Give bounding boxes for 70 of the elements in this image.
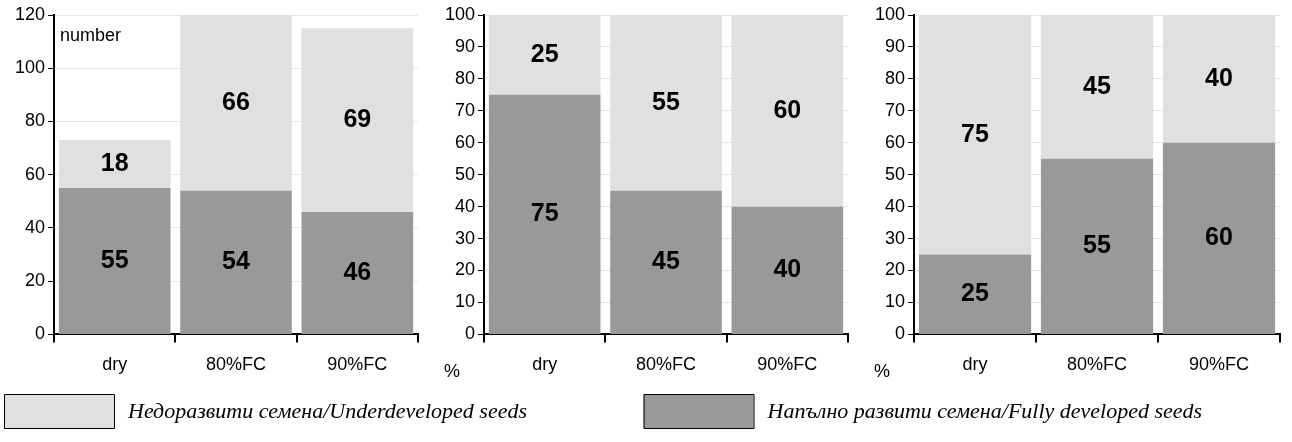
data-label: 45	[652, 246, 681, 275]
y-tick-label: 20	[455, 259, 476, 280]
x-tick-label: dry	[102, 354, 128, 375]
y-tick-label: 10	[885, 291, 906, 312]
bar	[488, 94, 601, 334]
bar	[610, 190, 722, 334]
data-label: 25	[530, 38, 559, 67]
y-tick-label: 40	[25, 216, 46, 237]
y-tick-label: 20	[885, 259, 906, 280]
y-tick-label: 80	[455, 67, 476, 88]
y-tick-label: 90	[455, 35, 476, 56]
legend-label: Напълно развити семена/Fully developed seeds	[766, 397, 1203, 423]
y-tick-label: 20	[25, 270, 46, 291]
bar	[731, 206, 844, 334]
y-tick-label: 80	[885, 67, 906, 88]
y-tick-label: 30	[885, 227, 906, 248]
data-label: 40	[773, 254, 802, 283]
x-tick-label: 90%FC	[1188, 354, 1250, 375]
y-tick-label: 70	[885, 99, 906, 120]
legend-label: Недоразвити семена/Underdeveloped seeds	[127, 397, 527, 423]
bar	[1040, 158, 1154, 334]
x-tick-label: 90%FC	[757, 354, 818, 375]
data-label: 25	[961, 278, 990, 307]
x-tick-label: 80%FC	[636, 354, 697, 375]
data-label: 54	[222, 246, 251, 275]
y-tick-label: 10	[455, 291, 476, 312]
y-tick-label: 50	[885, 163, 906, 184]
y-axis-title: %	[443, 360, 461, 381]
x-tick-label: 80%FC	[206, 354, 267, 375]
y-tick-label: 100	[874, 3, 906, 24]
x-tick-label: dry	[532, 354, 558, 375]
y-tick-label: 120	[14, 3, 46, 24]
data-label: 60	[1205, 222, 1233, 251]
y-tick-label: 40	[455, 195, 476, 216]
y-tick-label: 100	[444, 3, 476, 24]
y-tick-label: 0	[35, 323, 46, 344]
bar	[180, 190, 292, 334]
bar	[1162, 142, 1276, 334]
y-tick-label: 60	[455, 131, 476, 152]
data-label: 46	[343, 256, 372, 285]
bar	[301, 211, 414, 334]
y-tick-label: 70	[455, 99, 476, 120]
y-tick-label: 40	[885, 195, 906, 216]
data-label: 66	[222, 86, 250, 115]
y-tick-label: 50	[455, 163, 476, 184]
y-tick-label: 100	[14, 57, 46, 78]
y-tick-label: 30	[455, 227, 476, 248]
y-tick-label: 0	[895, 323, 906, 344]
data-label: 60	[773, 94, 802, 123]
x-tick-label: dry	[962, 354, 988, 375]
y-tick-label: 60	[885, 131, 906, 152]
data-label: 18	[100, 147, 129, 176]
y-tick-label: 60	[25, 163, 46, 184]
y-axis-title: number	[60, 24, 122, 45]
x-tick-label: 80%FC	[1067, 354, 1128, 375]
x-tick-label: 90%FC	[327, 354, 388, 375]
y-tick-label: 80	[25, 110, 46, 131]
y-tick-label: 0	[465, 323, 476, 344]
bar	[58, 188, 171, 334]
data-label: 55	[1083, 230, 1112, 259]
data-label: 75	[530, 198, 559, 227]
data-label: 69	[343, 104, 372, 133]
data-label: 75	[961, 118, 990, 147]
data-label: 55	[652, 86, 681, 115]
bar	[918, 254, 1032, 334]
y-tick-label: 90	[885, 35, 906, 56]
data-label: 45	[1083, 70, 1112, 99]
data-label: 55	[100, 244, 129, 273]
data-label: 40	[1205, 62, 1233, 91]
y-axis-title: %	[873, 360, 891, 381]
